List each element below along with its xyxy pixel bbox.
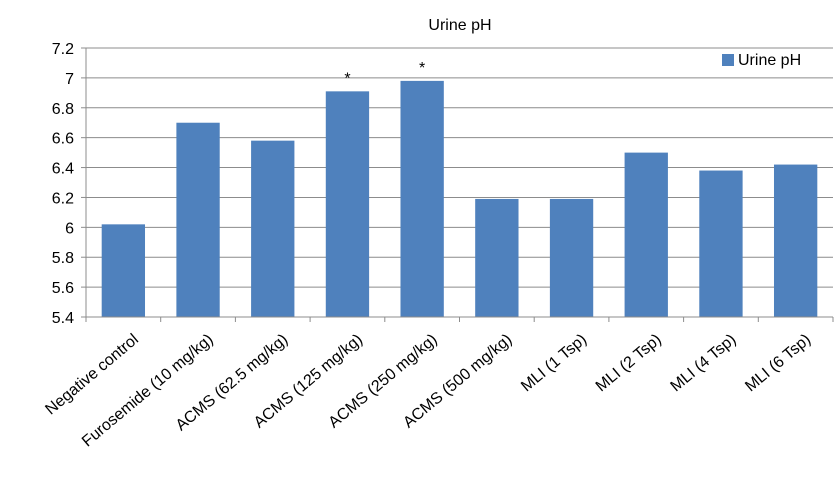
bar-7 (624, 152, 668, 317)
bar-5 (475, 198, 519, 317)
y-tick-label: 6 (65, 220, 74, 237)
y-tick-label: 6.2 (52, 190, 74, 207)
x-tick-label: MLI (6 Tsp) (742, 331, 814, 395)
bars (101, 80, 818, 317)
bar-6 (549, 198, 594, 317)
y-tick-label: 5.8 (52, 250, 74, 267)
bar-9 (773, 164, 818, 317)
bar-2 (251, 140, 295, 317)
significance-marker: * (344, 70, 350, 87)
bar-0 (101, 224, 146, 317)
y-tick-label: 7 (65, 71, 74, 88)
bar-8 (699, 170, 743, 317)
y-tick-label: 5.6 (52, 280, 74, 297)
x-tick-label: MLI (4 Tsp) (668, 331, 740, 395)
legend: Urine pH (722, 52, 801, 69)
y-tick-label: 6.8 (52, 101, 74, 118)
y-axis-tick-labels: 5.4 5.6 5.8 6 6.2 6.4 6.6 6.8 7 7.2 (52, 41, 74, 327)
y-tick-label: 6.6 (52, 131, 74, 148)
x-tick-label: MLI (2 Tsp) (593, 331, 665, 395)
legend-label: Urine pH (738, 52, 801, 69)
bar-3 (325, 91, 370, 317)
y-tick-label: 6.4 (52, 161, 74, 178)
y-tick-label: 7.2 (52, 41, 74, 58)
legend-swatch (722, 54, 734, 66)
x-tick-label: Furosemide (10 mg/kg) (79, 331, 217, 450)
chart-title: Urine pH (428, 17, 491, 34)
significance-marker: * (419, 60, 425, 77)
bar-1 (176, 122, 220, 317)
significance-annotations: ** (344, 60, 425, 87)
axes (81, 47, 834, 322)
bar-4 (400, 80, 444, 317)
y-tick-label: 5.4 (52, 310, 74, 327)
x-tick-label: MLI (1 Tsp) (518, 331, 590, 395)
